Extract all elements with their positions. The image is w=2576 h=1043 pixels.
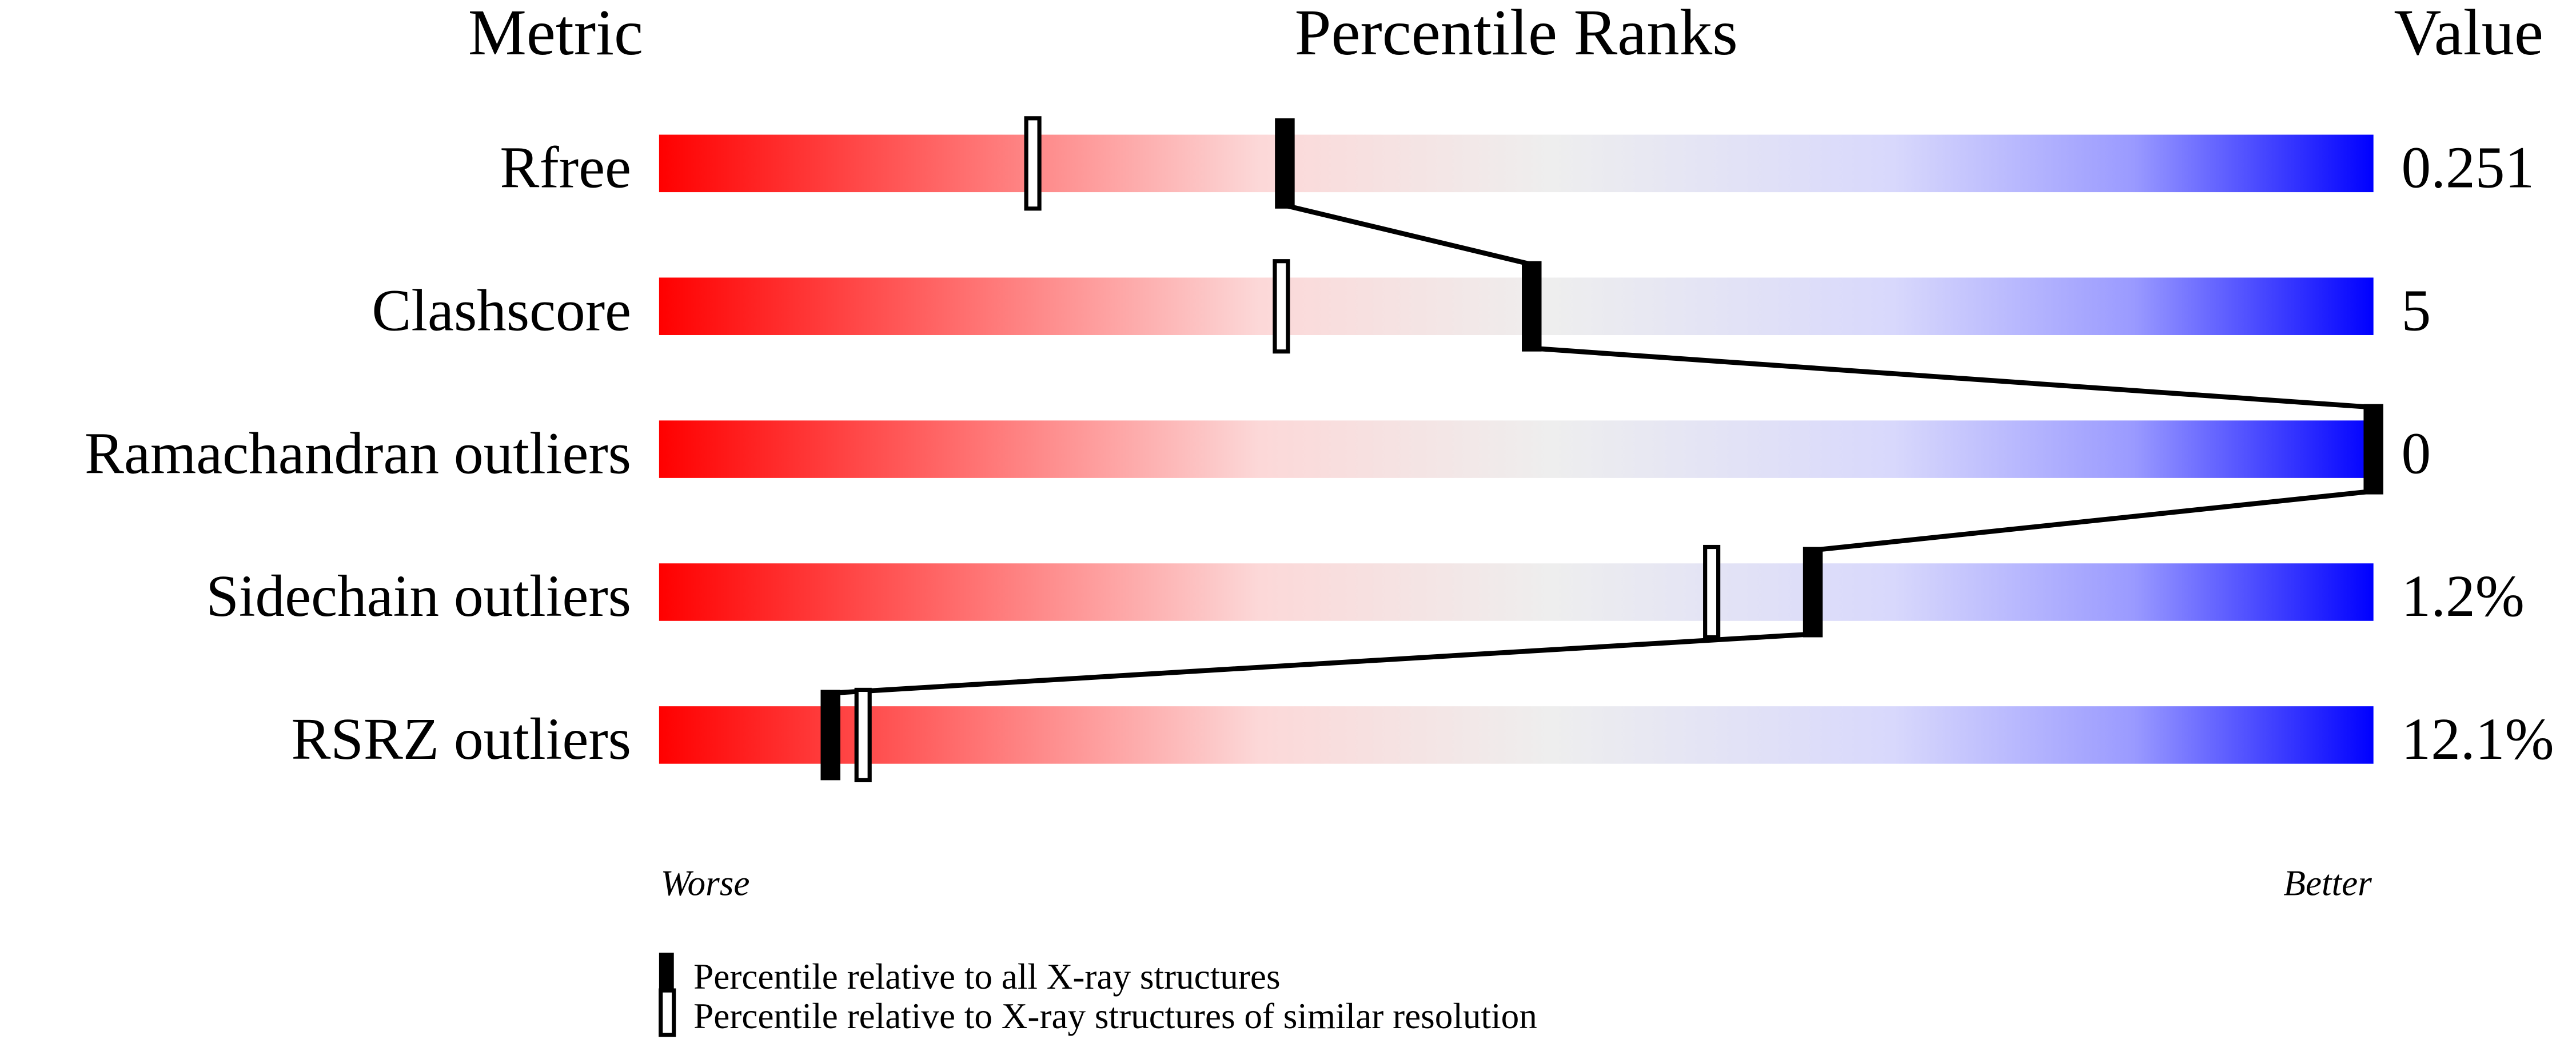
similar-resolution-marker	[1703, 544, 1721, 640]
all-structures-marker	[1803, 547, 1823, 638]
percentile-bar	[659, 277, 2374, 335]
metric-header: Metric	[468, 0, 643, 69]
metric-label: Rfree	[500, 135, 631, 200]
similar-resolution-marker	[1273, 259, 1290, 354]
percentile-ranks-header: Percentile Ranks	[1295, 0, 1738, 69]
value-header: Value	[2394, 0, 2544, 69]
metric-value: 12.1%	[2402, 707, 2554, 772]
connector-line	[830, 202, 2374, 696]
similar-resolution-marker	[1024, 116, 1042, 211]
percentile-bar	[659, 420, 2374, 478]
metric-label: Ramachandran outliers	[85, 421, 631, 486]
all-structures-marker	[1522, 261, 1542, 352]
metric-value: 0.251	[2402, 135, 2535, 200]
metric-label: Clashscore	[372, 278, 631, 343]
metric-value: 1.2%	[2402, 564, 2525, 629]
metric-value: 0	[2402, 421, 2431, 486]
metric-value: 5	[2402, 278, 2431, 343]
percentile-bar	[659, 706, 2374, 764]
better-label: Better	[2283, 863, 2372, 903]
legend-open-marker	[659, 988, 676, 1037]
percentile-bar	[659, 134, 2374, 193]
legend-filled-label: Percentile relative to all X-ray structu…	[693, 957, 1280, 997]
similar-resolution-marker	[854, 687, 872, 782]
percentile-bar	[659, 563, 2374, 621]
legend-open-label: Percentile relative to X-ray structures …	[693, 996, 1537, 1036]
metric-label: RSRZ outliers	[291, 707, 631, 772]
worse-label: Worse	[661, 863, 750, 903]
all-structures-marker	[820, 690, 840, 781]
all-structures-marker	[1275, 118, 1295, 209]
metric-label: Sidechain outliers	[206, 564, 631, 629]
all-structures-marker	[2363, 404, 2383, 495]
